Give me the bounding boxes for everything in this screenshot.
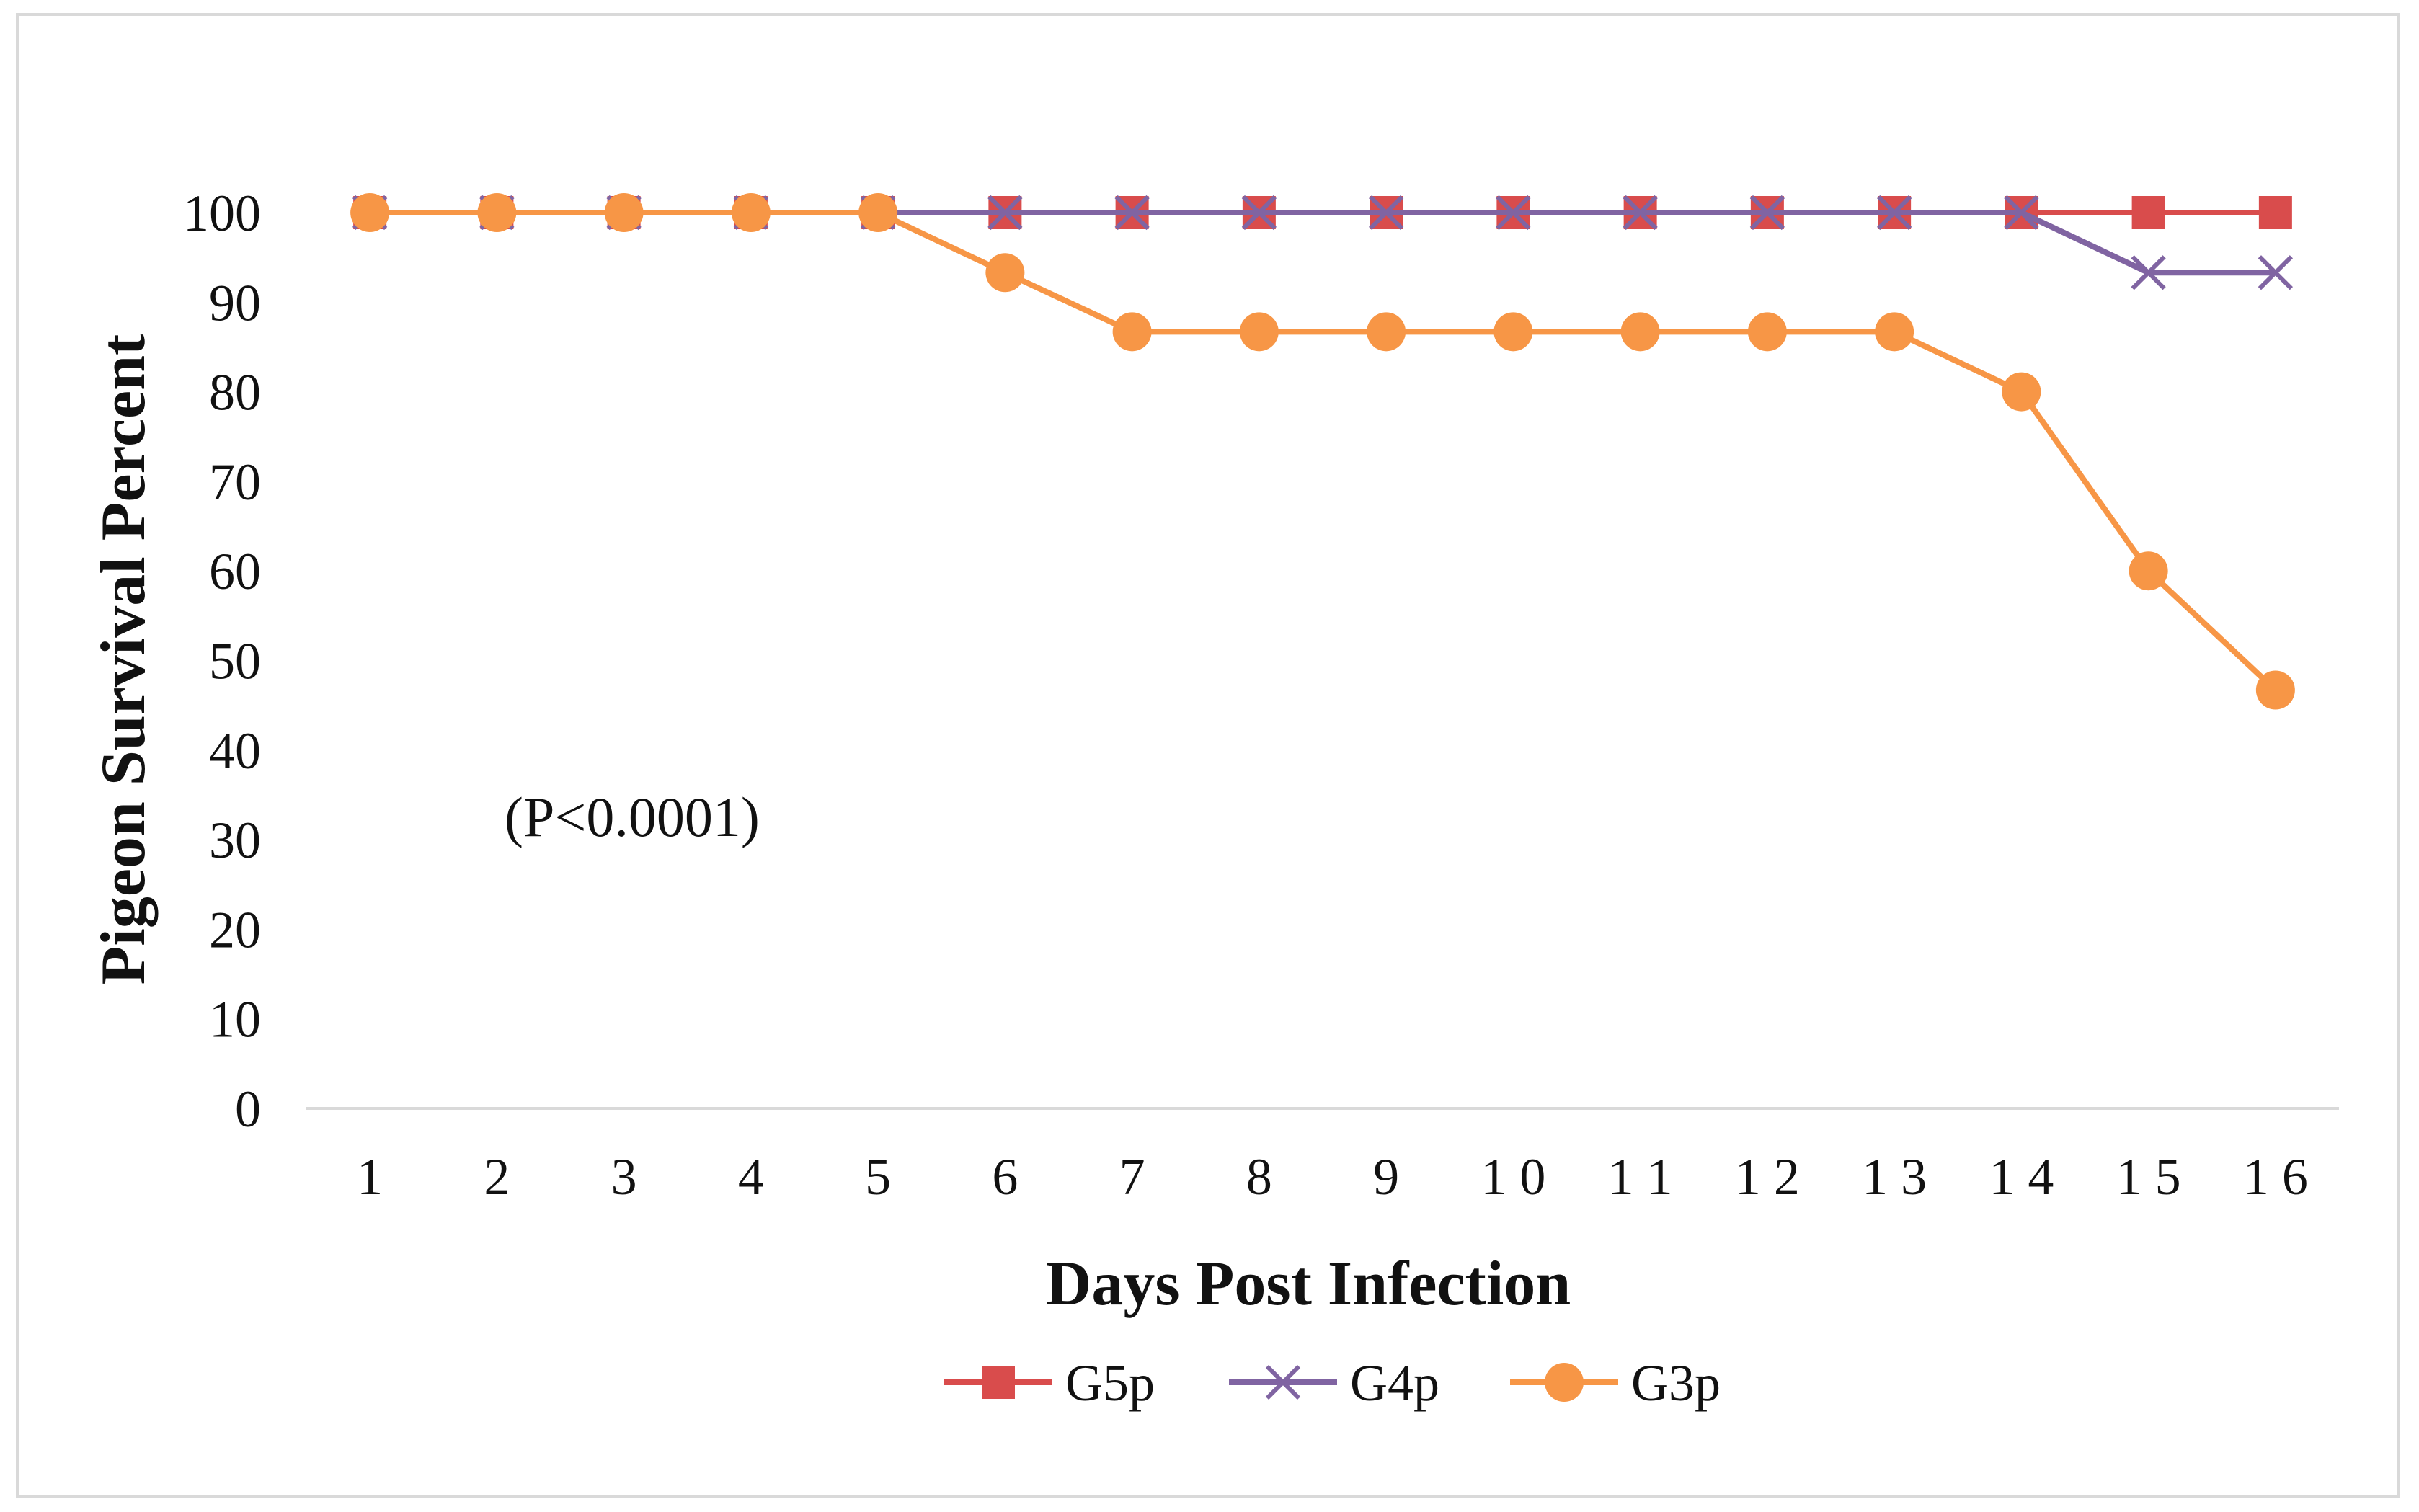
x-tick-label: 7 [1119, 1148, 1145, 1206]
data-point-G4p [1114, 195, 1150, 231]
y-tick-label: 40 [209, 722, 261, 780]
x-tick-label: 4 [738, 1148, 764, 1206]
legend-item-G5p: G5p [944, 1354, 1155, 1412]
y-axis-ticks: 0 10 20 30 40 50 60 70 80 90 100 [183, 184, 261, 1138]
data-point-G3p [1112, 312, 1152, 352]
data-point-G3p [2255, 670, 2295, 710]
data-point-G3p [985, 253, 1025, 293]
data-point-G4p [987, 195, 1023, 231]
x-tick-label: 5 [865, 1148, 891, 1206]
y-tick-label: 20 [209, 901, 261, 959]
data-point-G4p [2131, 255, 2166, 290]
data-point-G4p [1749, 195, 1785, 231]
x-tick-label: 9 [1373, 1148, 1399, 1206]
legend-label: G3p [1631, 1354, 1721, 1412]
series-layer [350, 193, 2295, 710]
legend-label: G4p [1350, 1354, 1439, 1412]
x-tick-label: 1 3 [1862, 1148, 1927, 1206]
data-point-G3p [1620, 312, 1660, 352]
data-point-G4p [1623, 195, 1658, 231]
legend: G5p G4p G3p [944, 1354, 1721, 1412]
y-tick-label: 90 [209, 274, 261, 332]
x-axis-title: Days Post Infection [1046, 1249, 1571, 1319]
data-point-G3p [858, 193, 898, 232]
y-tick-label: 60 [209, 543, 261, 600]
data-point-G3p [477, 193, 517, 232]
data-point-G4p [1241, 195, 1277, 231]
chart-frame [16, 13, 2400, 1498]
y-axis-title: Pigeon Survival Percent [89, 334, 159, 985]
data-point-G3p [350, 193, 390, 232]
x-tick-label: 2 [484, 1148, 510, 1206]
x-tick-label: 8 [1246, 1148, 1272, 1206]
data-point-G3p [2002, 372, 2041, 412]
data-point-G4p [2004, 195, 2039, 231]
y-tick-label: 50 [209, 633, 261, 690]
x-tick-label: 1 [357, 1148, 383, 1206]
series-G3p [350, 193, 2295, 710]
series-line-G4p [370, 210, 2276, 276]
x-tick-label: 1 1 [1608, 1148, 1673, 1206]
data-point-G3p [1239, 312, 1279, 352]
legend-marker [982, 1366, 1015, 1399]
y-tick-label: 80 [209, 364, 261, 422]
data-point-G3p [1875, 312, 1914, 352]
x-tick-label: 1 0 [1481, 1148, 1545, 1206]
data-point-G4p [2258, 255, 2293, 290]
y-tick-label: 30 [209, 811, 261, 869]
data-point-G4p [1369, 195, 1404, 231]
data-point-G3p [1493, 312, 1533, 352]
data-point-G5p [2258, 196, 2292, 229]
legend-marker [1265, 1364, 1301, 1400]
x-tick-label: 6 [992, 1148, 1018, 1206]
data-point-G3p [731, 193, 771, 232]
y-tick-label: 10 [209, 991, 261, 1049]
data-point-G4p [1496, 195, 1531, 231]
data-point-G5p [2131, 196, 2165, 229]
y-tick-label: 100 [183, 184, 261, 242]
data-point-G3p [2129, 551, 2168, 591]
x-axis-ticks: 1 2 3 4 5 6 7 8 9 1 0 1 1 1 2 1 3 1 4 1 5 1 6 [357, 1148, 2308, 1206]
data-point-G3p [604, 193, 644, 232]
legend-item-G4p: G4p [1229, 1354, 1439, 1412]
y-tick-label: 70 [209, 453, 261, 511]
data-point-G3p [1367, 312, 1406, 352]
legend-label: G5p [1065, 1354, 1155, 1412]
legend-item-G3p: G3p [1510, 1354, 1721, 1412]
legend-marker [1545, 1363, 1584, 1402]
y-tick-label: 0 [235, 1080, 261, 1138]
x-tick-label: 1 2 [1735, 1148, 1800, 1206]
x-tick-label: 3 [611, 1148, 637, 1206]
x-tick-label: 1 5 [2116, 1148, 2181, 1206]
x-tick-label: 1 4 [1989, 1148, 2054, 1206]
p-value-annotation: (P<0.0001) [505, 786, 760, 848]
data-point-G4p [1877, 195, 1912, 231]
data-point-G3p [1747, 312, 1787, 352]
x-tick-label: 1 6 [2243, 1148, 2308, 1206]
series-line-G3p [370, 210, 2278, 693]
